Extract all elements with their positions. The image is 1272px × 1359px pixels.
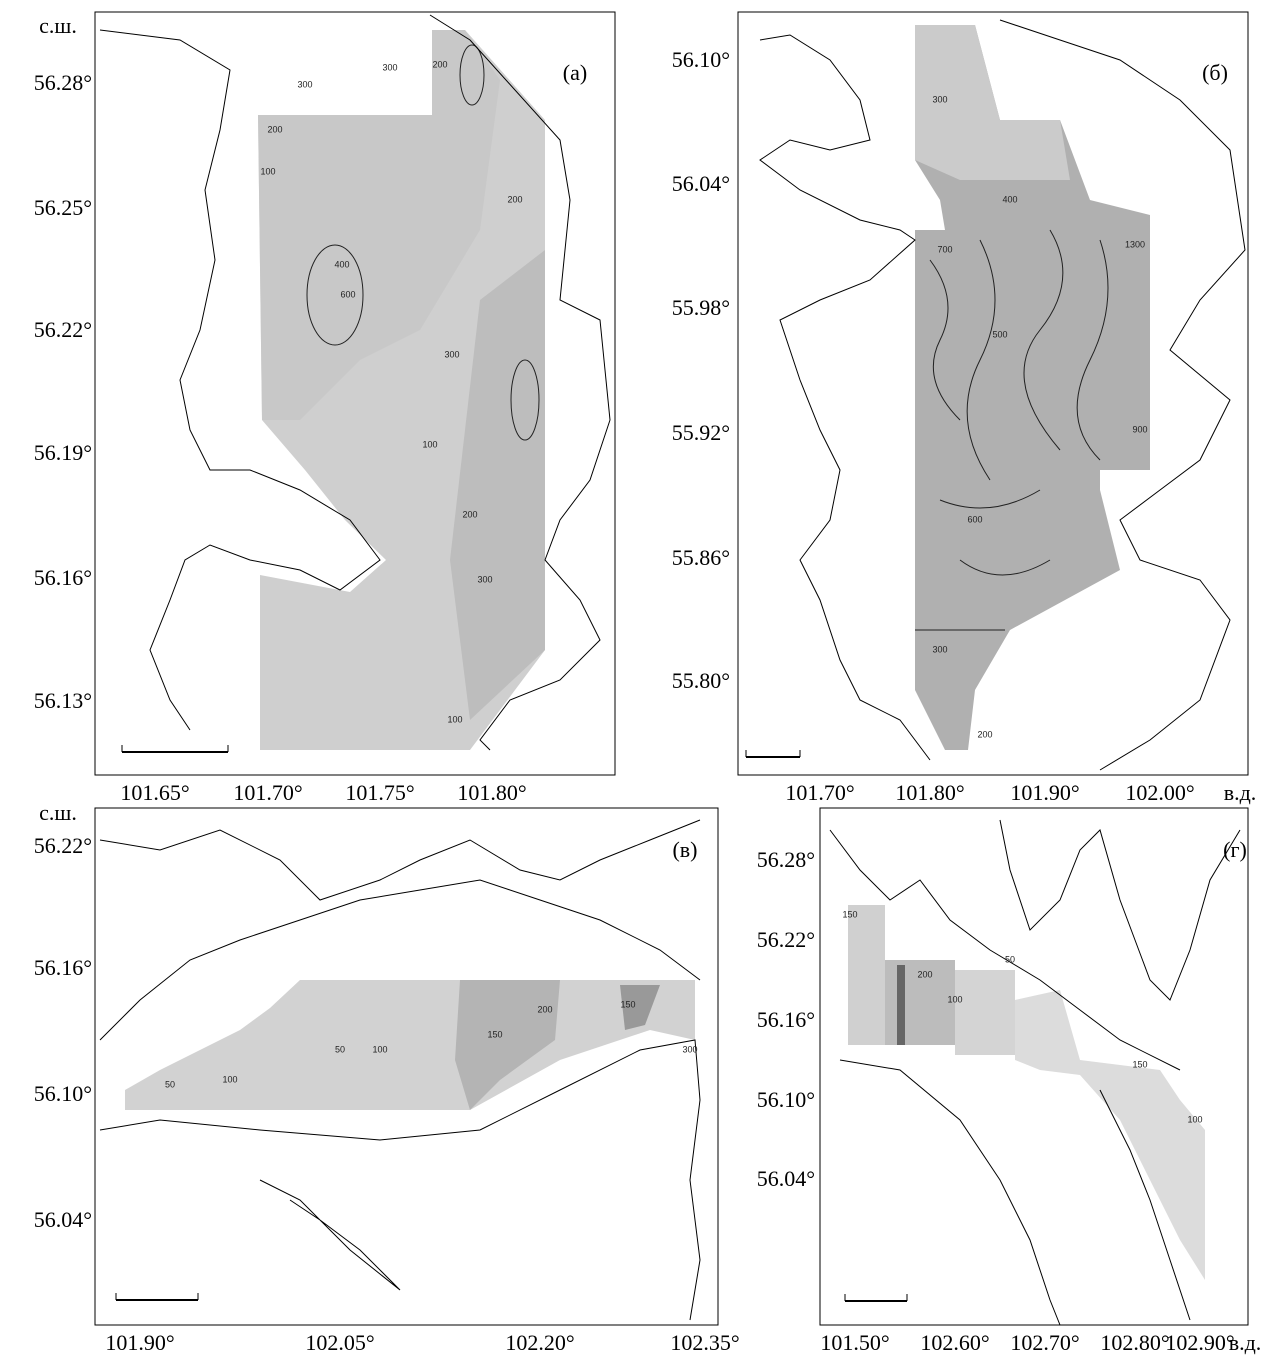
lon-tick-label: 102.00° [1125,780,1194,805]
contour-label: 100 [260,166,275,176]
lat-tick-label: 56.10° [672,47,730,72]
lat-tick-label: 56.04° [757,1166,815,1191]
panel-label: (б) [1202,60,1228,85]
contour-label: 200 [267,124,282,134]
lat-tick-label: 55.86° [672,545,730,570]
lat-tick-label: 56.04° [34,1207,92,1232]
lon-tick-label: 101.80° [895,780,964,805]
contour-label: 700 [937,244,952,254]
lon-tick-label: 102.60° [920,1330,989,1355]
depth-area [955,970,1015,1055]
contour-label: 200 [917,969,932,979]
contour-label: 300 [297,79,312,89]
contour-label: 300 [932,644,947,654]
contour-label: 200 [462,509,477,519]
lat-tick-label: 56.10° [34,1081,92,1106]
lat-tick-label: 56.28° [757,847,815,872]
lat-tick-label: 56.16° [757,1007,815,1032]
coastline [260,1180,400,1290]
contour-label: 300 [444,349,459,359]
contour-label: 400 [1002,194,1017,204]
depth-area [848,905,885,1045]
lon-tick-label: 101.90° [105,1330,174,1355]
contour-label: 100 [1187,1114,1202,1124]
lat-tick-label: 56.22° [757,927,815,952]
contour-label: 100 [947,994,962,1004]
contour-label: 300 [382,62,397,72]
contour-label: 1300 [1125,239,1145,249]
lat-tick-label: 56.16° [34,565,92,590]
depth-area [125,980,695,1110]
contour-label: 200 [432,59,447,69]
lon-tick-label: 102.80° [1100,1330,1169,1355]
contour-label: 100 [372,1044,387,1054]
lon-tick-label: 102.70° [1010,1330,1079,1355]
lon-tick-label: 101.90° [1010,780,1079,805]
lat-tick-label: 56.10° [757,1087,815,1112]
lat-tick-label: 55.92° [672,420,730,445]
lat-tick-label: 56.16° [34,955,92,980]
lat-tick-label: 56.22° [34,833,92,858]
contour-label: 50 [1005,954,1015,964]
panel-label: (г) [1223,837,1247,862]
contour-label: 150 [842,909,857,919]
coastline [760,35,930,760]
coastline [100,820,700,900]
contour-label: 200 [507,194,522,204]
depth-area [455,980,560,1110]
contour-label: 600 [967,514,982,524]
contour-label: 900 [1132,424,1147,434]
contour-label: 200 [977,729,992,739]
panel-label: (а) [563,60,587,85]
panel-label: (в) [672,837,697,862]
contour-label: 50 [165,1079,175,1089]
contour-label: 300 [932,94,947,104]
contour-label: 400 [334,259,349,269]
lon-tick-label: 102.90° [1165,1330,1234,1355]
contour-label: 150 [620,999,635,1009]
coastline [840,1060,1060,1325]
axis-unit: с.ш. [39,800,77,825]
lon-tick-label: 101.65° [120,780,189,805]
lon-tick-label: 101.70° [233,780,302,805]
axis-unit: с.ш. [39,13,77,38]
axis-unit: в.д. [1224,780,1257,805]
lon-tick-label: 101.70° [785,780,854,805]
lon-tick-label: 101.80° [457,780,526,805]
lon-tick-label: 101.50° [820,1330,889,1355]
lat-tick-label: 56.22° [34,317,92,342]
contour-label: 500 [992,329,1007,339]
contour-label: 200 [537,1004,552,1014]
lon-tick-label: 101.75° [345,780,414,805]
depth-area [897,965,905,1045]
contour-label: 600 [340,289,355,299]
lon-tick-label: 102.20° [505,1330,574,1355]
lat-tick-label: 56.13° [34,688,92,713]
coastline [1000,820,1240,1000]
contour-label: 150 [1132,1059,1147,1069]
lon-tick-label: 102.05° [305,1330,374,1355]
lat-tick-label: 56.04° [672,171,730,196]
contour-label: 300 [682,1044,697,1054]
lat-tick-label: 56.25° [34,195,92,220]
contour-label: 100 [422,439,437,449]
lat-tick-label: 56.28° [34,70,92,95]
contour-label: 150 [487,1029,502,1039]
contour-label: 100 [447,714,462,724]
lat-tick-label: 56.19° [34,440,92,465]
depth-area [1015,990,1205,1280]
lon-tick-label: 102.35° [670,1330,739,1355]
contour-label: 100 [222,1074,237,1084]
contour-label: 50 [335,1044,345,1054]
lat-tick-label: 55.98° [672,295,730,320]
lat-tick-label: 55.80° [672,668,730,693]
contour-label: 300 [477,574,492,584]
figure: (а) с.ш. 56.28° 56.25° 56.22° 56.19° 56.16° 56.… [0,0,1272,1359]
